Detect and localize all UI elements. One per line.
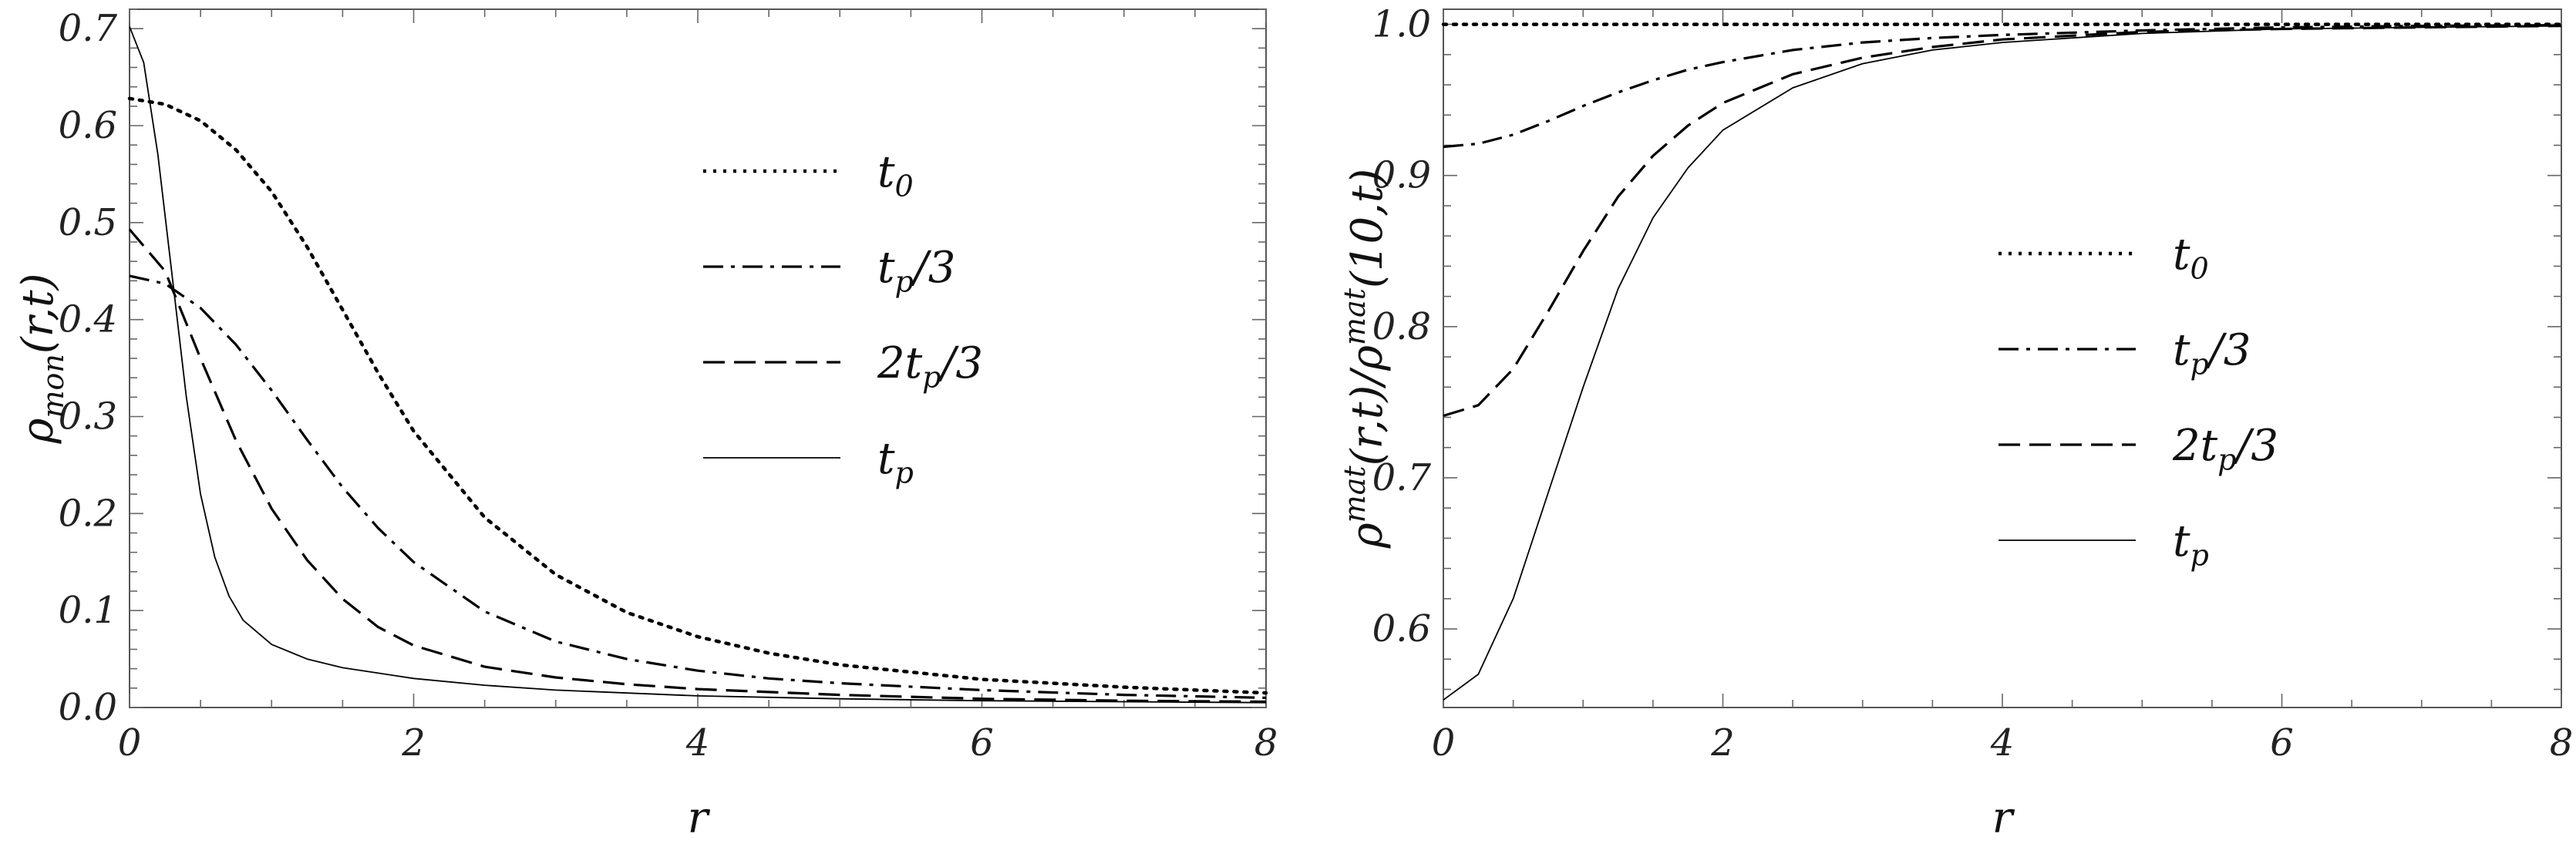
- x-tick-label: 0: [118, 721, 142, 765]
- y-tick-label: 0.1: [59, 589, 117, 632]
- x-axis-label: r: [1992, 793, 2015, 843]
- legend-label: tp/3: [877, 243, 955, 298]
- x-tick-label: 6: [2270, 721, 2294, 765]
- x-tick-label: 4: [1990, 721, 2015, 765]
- y-tick-label: 0.8: [1372, 305, 1431, 348]
- plot-frame: [129, 8, 1267, 708]
- y-tick-label: 0.9: [1372, 154, 1431, 197]
- series-line-4: [1443, 25, 2562, 701]
- x-tick-label: 8: [2550, 721, 2574, 765]
- legend-label: tp/3: [2173, 325, 2251, 381]
- legend-label: 2tp/3: [2172, 421, 2278, 476]
- x-tick-label: 4: [685, 721, 710, 765]
- series-line-2: [1443, 24, 2562, 149]
- y-tick-label: 0.3: [59, 395, 117, 439]
- y-axis-label: ρmon(r,t): [13, 274, 70, 445]
- y-axis-label: ρmat(r,t)/ρmat(10,t): [1338, 169, 1392, 550]
- chart-panel-2: 0 2 4 6 8 0.6 0.7 0.8 0.9 1.0 r ρmat(r,t)/ρmat(10,t…: [1338, 3, 2573, 843]
- series-line-4: [129, 26, 1267, 704]
- x-tick-label: 8: [1254, 721, 1278, 765]
- x-axis-label: r: [688, 793, 711, 843]
- y-tick-label: 0.4: [59, 298, 117, 341]
- series-line-1: [127, 96, 1268, 695]
- x-tick-label: 2: [401, 721, 426, 765]
- y-tick-label: 0.7: [59, 7, 118, 50]
- legend-label: t0: [877, 147, 914, 203]
- x-tick-label: 2: [1710, 721, 1735, 765]
- x-tick-label: 6: [970, 721, 994, 765]
- series-line-3: [1443, 25, 2562, 418]
- plot-frame: [1443, 8, 2562, 708]
- y-tick-label: 0.0: [59, 686, 117, 729]
- legend-label: 2tp/3: [877, 338, 983, 394]
- legend-label: tp: [877, 434, 914, 489]
- y-tick-label: 1.0: [1372, 3, 1431, 46]
- y-tick-label: 0.7: [1372, 456, 1432, 499]
- y-tick-label: 0.6: [1372, 607, 1431, 650]
- y-tick-label: 0.6: [59, 104, 117, 147]
- y-tick-label: 0.2: [59, 492, 117, 535]
- series-line-2: [129, 274, 1267, 699]
- x-tick-label: 0: [1432, 721, 1456, 765]
- chart-panel-1: 0 2 4 6 8 0.0 0.1 0.2 0.3 0.4 0.5 0.6 0.7 r ρmon(r,t) t…: [13, 7, 1278, 843]
- legend-label: tp: [2173, 516, 2209, 572]
- legend-label: t0: [2173, 230, 2209, 285]
- y-tick-label: 0.5: [59, 201, 117, 244]
- series-line-3: [128, 228, 1267, 704]
